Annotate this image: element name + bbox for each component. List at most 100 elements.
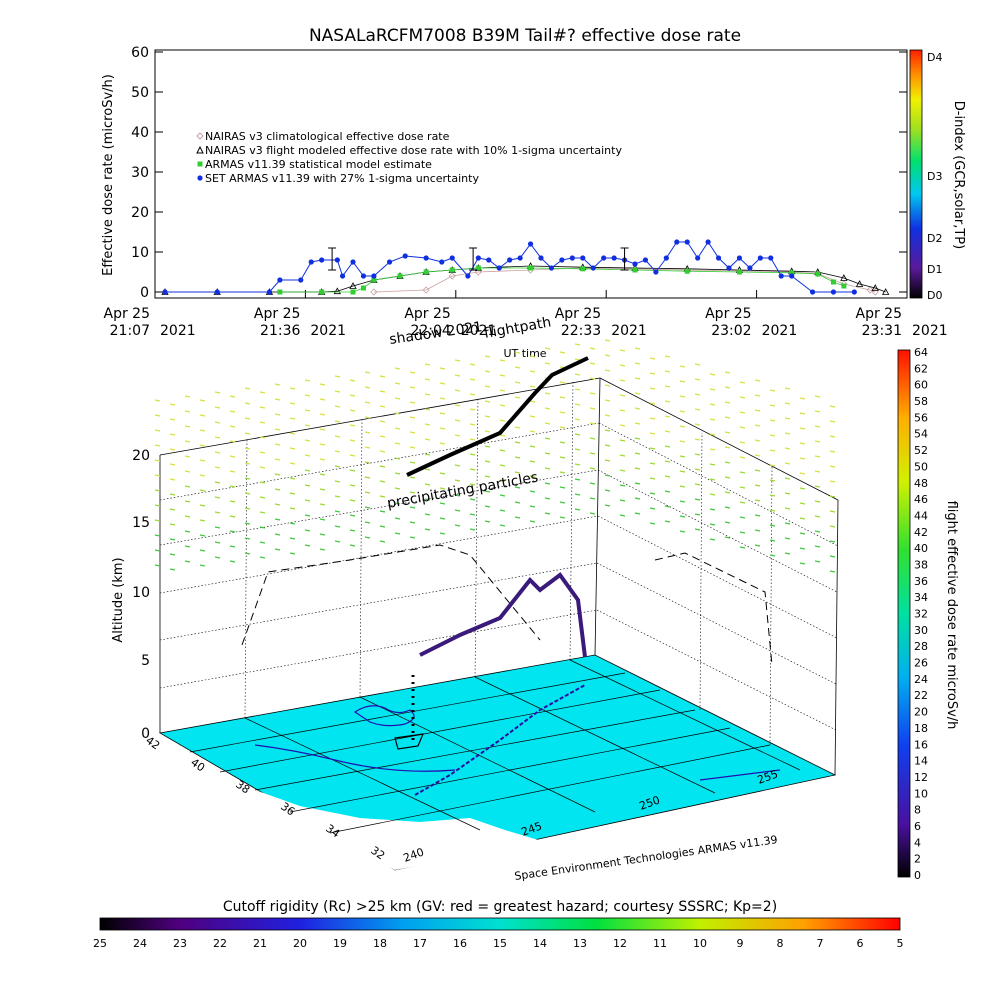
particle-mark (799, 532, 806, 535)
series-4-point (789, 273, 795, 279)
particle-mark (739, 531, 746, 534)
particle-mark (199, 549, 206, 552)
particle-mark (604, 384, 611, 387)
series-3-point (319, 289, 325, 295)
particle-mark (409, 536, 416, 539)
x-tick-year: 2021 (762, 323, 798, 339)
particle-mark (649, 417, 656, 420)
series-3-point (350, 289, 356, 295)
y-axis-label: Effective dose rate (microSv/h) (101, 74, 116, 276)
particle-mark (514, 366, 521, 369)
particle-mark (634, 362, 641, 365)
particle-mark (514, 486, 521, 489)
dose-colorbar-tick: 0 (914, 869, 921, 882)
particle-mark (784, 402, 791, 405)
particle-mark (589, 497, 596, 500)
series-line-4 (165, 241, 855, 293)
particle-mark (439, 382, 446, 385)
particle-mark (724, 386, 731, 389)
particle-mark (784, 477, 791, 480)
particle-mark (229, 545, 236, 548)
particle-mark (829, 555, 836, 558)
particle-mark (304, 469, 311, 472)
particle-mark (649, 477, 656, 480)
particle-mark (814, 470, 821, 473)
particle-mark (484, 385, 491, 388)
dose-colorbar-tick: 22 (914, 689, 928, 702)
particle-mark (214, 406, 221, 409)
particle-mark (319, 428, 326, 431)
particle-mark (589, 437, 596, 440)
particle-mark (754, 409, 761, 412)
particle-mark (409, 386, 416, 389)
particle-mark (334, 375, 341, 378)
particle-mark (709, 373, 716, 376)
particle-mark (364, 371, 371, 374)
particle-mark (634, 347, 641, 350)
d-index-tick: D4 (927, 51, 942, 64)
particle-mark (319, 473, 326, 476)
particle-mark (829, 540, 836, 543)
particle-mark (544, 512, 551, 515)
particle-mark (349, 529, 356, 532)
particle-mark (634, 482, 641, 485)
series-4-point (715, 255, 722, 261)
particle-mark (394, 517, 401, 520)
particle-mark (814, 500, 821, 503)
series-4-point (339, 273, 346, 279)
particle-mark (379, 420, 386, 423)
dose-colorbar-tick: 54 (914, 428, 928, 441)
series-4-point (507, 257, 513, 263)
particle-mark (379, 465, 386, 468)
particle-mark (229, 395, 236, 398)
x-tick-time: 21:07 (110, 323, 150, 339)
series-4-point (449, 255, 455, 261)
series-2-point (333, 287, 342, 295)
particle-mark (244, 552, 251, 555)
particle-mark (649, 432, 656, 435)
particle-mark (244, 507, 251, 510)
cutoff-rigidity-tick: 13 (573, 937, 587, 950)
particle-mark (199, 444, 206, 447)
particle-mark (454, 524, 461, 527)
particle-mark (604, 414, 611, 417)
particle-mark (364, 446, 371, 449)
particle-mark (574, 433, 581, 436)
series-3-point (371, 277, 377, 283)
dose-colorbar-tick: 30 (914, 624, 928, 637)
particle-mark (439, 427, 446, 430)
particle-mark (409, 491, 416, 494)
particle-mark (259, 496, 266, 499)
particle-mark (184, 395, 191, 398)
particle-mark (634, 437, 641, 440)
particle-mark (529, 475, 536, 478)
particle-mark (379, 435, 386, 438)
particle-mark (529, 400, 536, 403)
particle-mark (814, 545, 821, 548)
particle-mark (364, 461, 371, 464)
flightpath-projections (241, 544, 773, 666)
particle-mark (319, 413, 326, 416)
particle-mark (484, 370, 491, 373)
dose-colorbar-tick: 42 (914, 526, 928, 539)
series-4-point (266, 289, 273, 295)
particle-mark (529, 415, 536, 418)
particle-mark (259, 451, 266, 454)
particle-mark (214, 451, 221, 454)
series-4-point (632, 261, 638, 267)
series-4-point (402, 253, 408, 259)
particle-mark (514, 351, 521, 354)
particle-mark (184, 545, 191, 548)
particle-mark (784, 462, 791, 465)
particle-mark (154, 414, 161, 417)
series-4-point (475, 255, 481, 261)
particle-mark (259, 391, 266, 394)
particle-mark (169, 493, 176, 496)
particle-mark (649, 372, 656, 375)
particle-mark (544, 482, 551, 485)
particle-mark (679, 500, 686, 503)
particle-mark (259, 481, 266, 484)
particle-mark (574, 418, 581, 421)
particle-mark (709, 478, 716, 481)
